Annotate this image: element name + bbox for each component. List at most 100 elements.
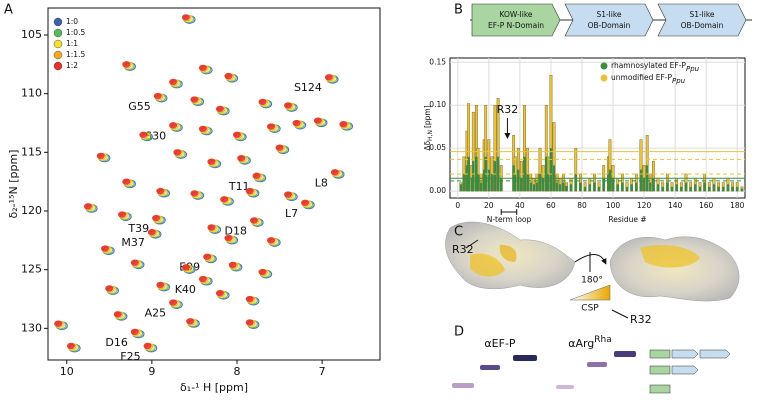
peak-contour [122,61,131,68]
peak-contour [186,318,195,325]
peak [173,149,188,159]
peak-label: G55 [128,100,151,113]
x-tick-label: 10 [60,365,74,378]
plot-frame [47,7,381,361]
bar [703,182,706,192]
peak [237,155,251,165]
domain-label: EF-P N-Domain [488,21,544,30]
peak-contour [153,92,162,100]
peak-contour [339,121,348,128]
peak [96,152,111,163]
peak [215,289,230,300]
bar [684,182,688,192]
legend-swatch [53,39,63,49]
peak-contour [122,178,131,185]
bar [607,173,610,192]
bar [574,173,577,192]
peak [224,234,239,245]
peak-label: T39 [127,222,149,235]
y-axis-label: δ₂-¹⁵N [ppm] [7,150,20,219]
peak-contour [324,74,333,81]
y-label-unit: [ppm] [423,105,432,128]
legend-swatch [600,74,608,82]
peak [339,121,354,131]
y-tick-label: 105 [21,28,42,41]
peak [284,102,298,112]
peak-contour [228,261,237,269]
bar [490,173,494,192]
peak-contour [169,122,178,129]
bar [579,182,582,192]
peak [224,72,239,83]
annotation: N-term loop [487,215,532,224]
peak [169,78,183,89]
peak-contour [156,187,165,195]
peak [113,311,128,321]
peak-contour [198,64,207,71]
legend-swatch [600,62,608,70]
peak [153,92,168,103]
peak [313,117,328,128]
peak [198,125,213,136]
legend-swatch [53,28,63,38]
y-label-main: Δδ [423,141,432,151]
legend-swatch [53,50,63,60]
legend-name: rhamnosylated EF-P [611,61,686,70]
domain-label: OB-Domain [681,21,724,30]
bar [535,182,539,192]
western-blot [452,349,731,394]
peak-contour [143,342,152,350]
peak-contour [237,155,246,162]
bar [520,160,523,192]
peak-contour [258,268,267,276]
peak [190,190,205,200]
peak-label: F25 [120,350,140,363]
x-tick-label: 20 [484,201,494,210]
peak-contour [215,105,225,113]
peak-contour [130,328,139,335]
peak-contour [284,191,293,198]
legend-label: 1:1 [66,39,78,48]
y-axis-label: ΔδH,N [ppm] [423,105,434,150]
peak-contour [252,172,261,179]
peak-contour [266,237,276,244]
bar [541,178,545,192]
peak [292,119,307,130]
bar [635,182,638,192]
peak-contour [54,320,63,327]
bar [670,186,674,192]
antibody-label: αArgRha [568,335,612,351]
legend-swatch [53,61,63,71]
peak [130,259,145,270]
legend-sub: Ppu [686,65,700,73]
x-tick-label: 60 [546,201,556,210]
bar [546,173,550,192]
legend-name: unmodified EF-P [611,73,672,82]
bar [459,184,463,192]
legend-label: unmodified EF-PPpu [611,73,686,85]
peak-label: S30 [145,129,166,142]
peak-contour [190,190,199,197]
peak-contour [330,169,339,176]
peak-contour [118,211,127,218]
legend-swatch [53,17,63,27]
peak-contour [105,285,114,292]
bar [675,184,678,192]
peak [215,105,230,116]
x-axis-label: δ₁-¹ H [ppm] [180,381,248,394]
peak-contour [284,102,293,109]
domain-label: S1-like [689,10,714,19]
bar [708,186,711,192]
peak-contour [130,259,139,266]
peak [207,224,222,234]
peak-contour [215,289,225,297]
rotation-label: 180° [581,276,603,286]
bar [630,184,633,192]
bar [462,173,466,192]
bar [611,178,615,192]
bar [712,184,716,192]
bar [740,188,744,192]
plot-frame [449,57,746,199]
y-tick-label: 0.05 [429,143,446,152]
